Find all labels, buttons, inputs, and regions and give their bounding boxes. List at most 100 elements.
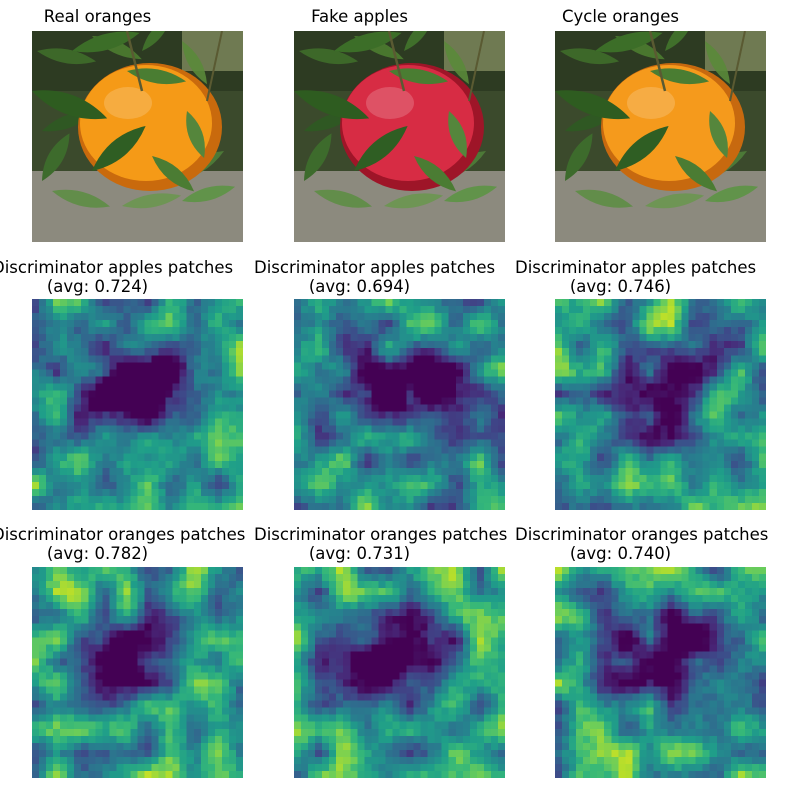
heatmap-patch <box>186 574 195 582</box>
heatmap-patch <box>618 658 626 666</box>
heatmap-patch <box>151 651 159 659</box>
heatmap-patch <box>392 460 400 469</box>
heatmap-patch <box>357 446 365 455</box>
heatmap-patch <box>420 341 429 349</box>
heatmap-patch <box>406 714 414 723</box>
heatmap-patch <box>343 362 351 370</box>
heatmap-patch <box>639 623 647 631</box>
heatmap-patch <box>618 467 626 476</box>
heatmap-patch <box>723 306 732 314</box>
heatmap-patch <box>555 581 563 589</box>
heatmap-patch <box>179 595 188 603</box>
heatmap-patch <box>102 397 110 405</box>
heatmap-patch <box>308 467 316 476</box>
heatmap-patch <box>109 602 117 610</box>
heatmap-patch <box>350 644 358 652</box>
heatmap-patch <box>151 714 159 723</box>
heatmap-patch <box>667 355 675 363</box>
heatmap-patch <box>597 567 605 575</box>
heatmap-patch <box>137 411 145 419</box>
heatmap-patch <box>81 453 89 462</box>
heatmap-patch <box>350 770 358 778</box>
heatmap-patch <box>207 721 216 730</box>
heatmap-patch <box>576 460 584 469</box>
heatmap-patch <box>399 327 407 335</box>
heatmap-patch <box>497 355 505 363</box>
heatmap-patch <box>562 362 570 370</box>
heatmap-patch <box>329 306 337 314</box>
heatmap-patch <box>569 404 577 412</box>
heatmap-patch <box>576 425 584 434</box>
heatmap-patch <box>639 334 647 342</box>
heatmap-patch <box>165 348 174 356</box>
heatmap-patch <box>221 735 230 744</box>
heatmap-patch <box>322 362 330 370</box>
heatmap-patch <box>137 595 145 603</box>
heatmap-patch <box>235 602 243 610</box>
heatmap-patch <box>308 355 316 363</box>
heatmap-patch <box>385 362 393 370</box>
heatmap-patch <box>46 770 54 778</box>
heatmap-patch <box>214 320 223 328</box>
heatmap-patch <box>53 481 61 490</box>
heatmap-patch <box>235 355 243 363</box>
heatmap-patch <box>681 383 690 391</box>
heatmap-patch <box>455 383 464 391</box>
heatmap-patch <box>674 453 682 462</box>
heatmap-patch <box>81 313 89 321</box>
heatmap-patch <box>688 348 697 356</box>
heatmap-patch <box>315 588 323 596</box>
heatmap-patch <box>385 763 393 772</box>
heatmap-patch <box>681 588 690 596</box>
heatmap-patch <box>158 756 167 765</box>
heatmap-patch <box>53 679 61 687</box>
heatmap-patch <box>200 728 209 737</box>
heatmap-patch <box>688 453 697 462</box>
heatmap-patch <box>301 567 309 575</box>
heatmap-patch <box>406 574 414 582</box>
heatmap-patch <box>751 609 760 617</box>
heatmap-patch <box>476 602 485 610</box>
heatmap-patch <box>378 299 386 307</box>
heatmap-patch <box>235 567 243 575</box>
heatmap-patch <box>214 362 223 370</box>
heatmap-patch <box>350 595 358 603</box>
heatmap-patch <box>702 488 711 497</box>
heatmap-patch <box>660 425 668 434</box>
heatmap-patch <box>751 630 760 638</box>
heatmap-patch <box>88 306 96 314</box>
heatmap-patch <box>681 397 690 405</box>
heatmap-patch <box>67 327 75 335</box>
heatmap-patch <box>32 348 40 356</box>
heatmap-patch <box>434 581 443 589</box>
heatmap-patch <box>758 602 766 610</box>
heatmap-patch <box>625 567 633 575</box>
heatmap-patch <box>490 488 499 497</box>
heatmap-patch <box>81 574 89 582</box>
heatmap-patch <box>709 467 718 476</box>
heatmap-patch <box>590 320 598 328</box>
heatmap-patch <box>32 299 40 307</box>
heatmap-patch <box>207 707 216 716</box>
heatmap-patch <box>88 672 96 680</box>
heatmap-patch <box>604 446 612 455</box>
heatmap-patch <box>109 404 117 412</box>
heatmap-patch <box>158 728 167 737</box>
heatmap-patch <box>60 728 68 737</box>
heatmap-patch <box>116 567 124 575</box>
heatmap-patch <box>469 362 478 370</box>
heatmap-patch <box>88 609 96 617</box>
heatmap-patch <box>660 397 668 405</box>
panel-title: Cycle oranges <box>561 7 679 26</box>
heatmap-patch <box>483 474 492 483</box>
heatmap-patch <box>483 714 492 723</box>
heatmap-patch <box>315 383 323 391</box>
heatmap-patch <box>378 693 386 702</box>
heatmap-patch <box>329 665 337 673</box>
heatmap-patch <box>378 651 386 659</box>
heatmap-patch <box>39 735 47 744</box>
heatmap-patch <box>399 369 407 377</box>
heatmap-patch <box>74 383 82 391</box>
heatmap-patch <box>378 425 386 434</box>
heatmap-patch <box>130 665 138 673</box>
